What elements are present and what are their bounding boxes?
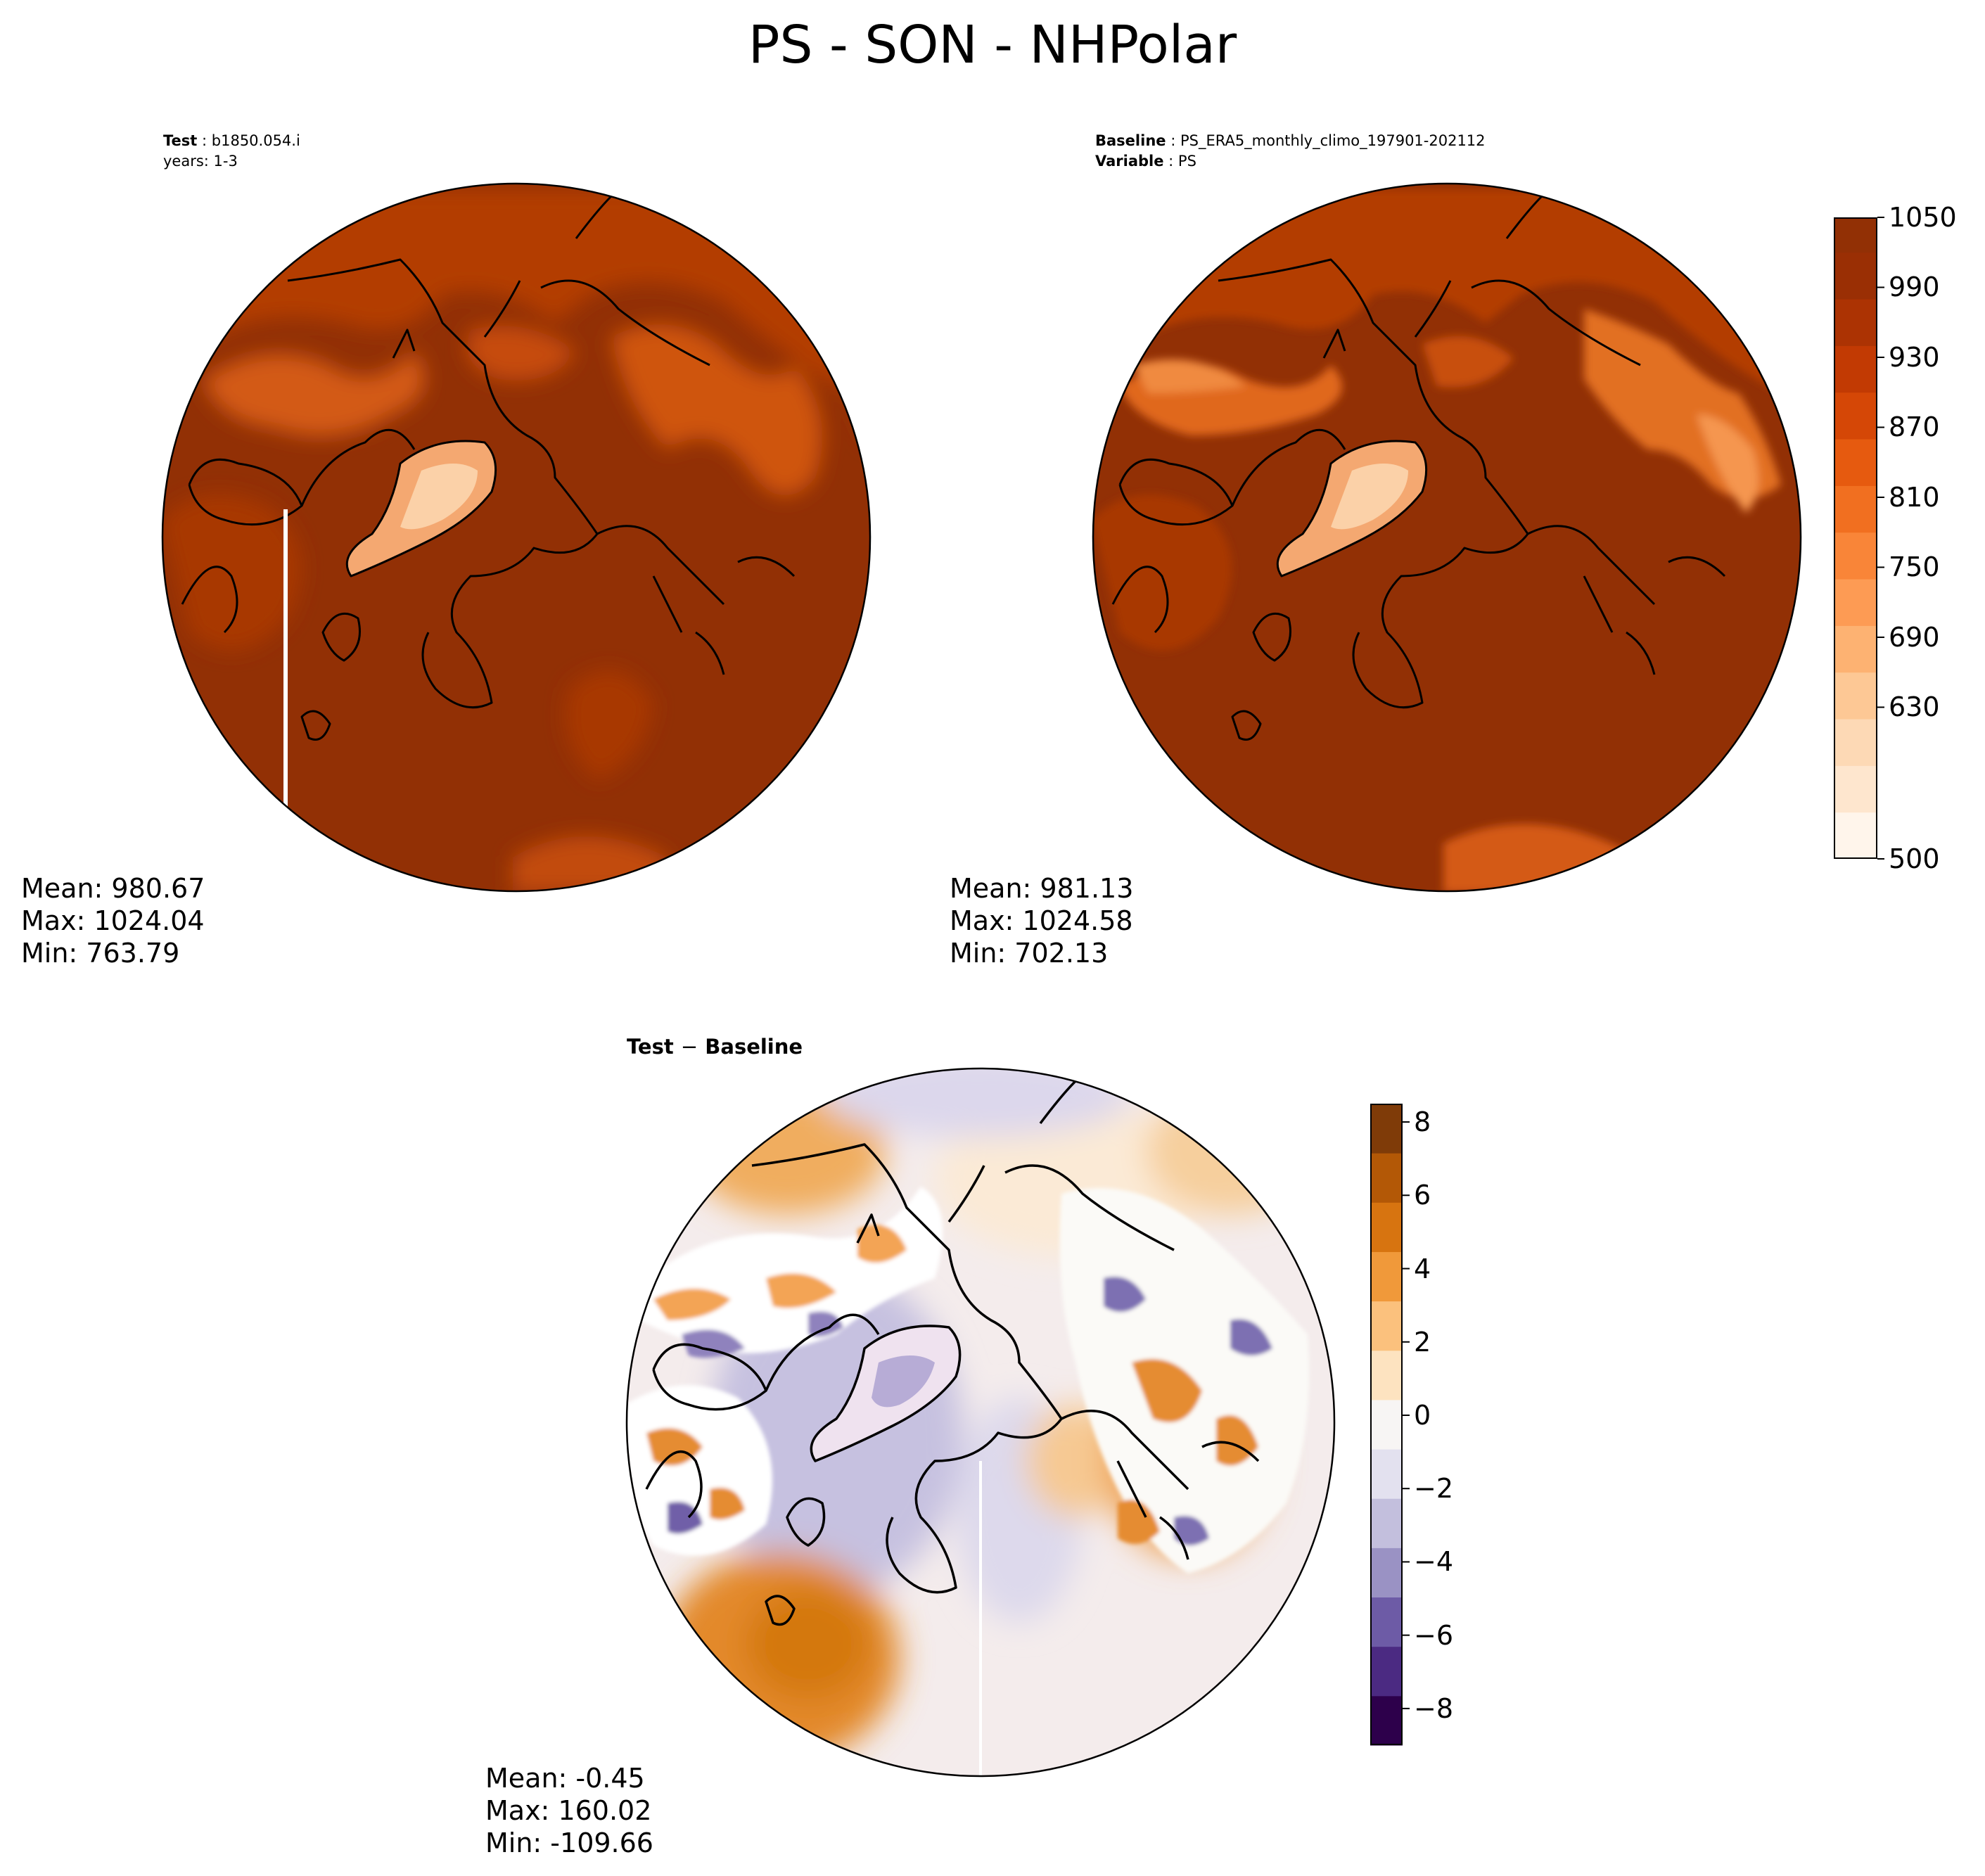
difference-title-op: − xyxy=(680,1035,698,1059)
colorbar-difference-tick-label: 0 xyxy=(1414,1399,1431,1431)
colorbar-difference-band xyxy=(1370,1202,1403,1252)
colorbar-absolute-tick-label: 500 xyxy=(1889,843,1940,874)
colorbar-difference-band xyxy=(1370,1498,1403,1548)
baseline-map xyxy=(1092,182,1802,893)
test-years: years: 1-3 xyxy=(163,153,238,170)
test-land-asia xyxy=(162,189,870,449)
colorbar-difference-tick-label: −4 xyxy=(1414,1546,1454,1578)
colorbar-absolute-band xyxy=(1834,439,1877,486)
difference-stats: Mean: -0.45 Max: 160.02 Min: -109.66 xyxy=(485,1762,653,1859)
colorbar-absolute-band xyxy=(1834,625,1877,673)
colorbar-difference-band xyxy=(1370,1548,1403,1598)
baseline-dataset-name: PS_ERA5_monthly_climo_197901-202112 xyxy=(1180,132,1486,149)
colorbar-difference-band xyxy=(1370,1646,1403,1697)
colorbar-absolute-tick-label: 630 xyxy=(1889,691,1940,723)
colorbar-difference-tick-label: 6 xyxy=(1414,1180,1431,1211)
colorbar-difference xyxy=(1370,1104,1410,1746)
difference-missing-data-strip xyxy=(979,1461,982,1776)
colorbar-difference-band xyxy=(1370,1449,1403,1499)
test-mean: Mean: 980.67 xyxy=(21,873,205,904)
colorbar-difference-tick-label: 4 xyxy=(1414,1253,1431,1284)
test-panel-header: Test : b1850.054.i years: 1-3 xyxy=(163,131,300,172)
colorbar-absolute-band xyxy=(1834,392,1877,440)
colorbar-absolute-tick-label: 810 xyxy=(1889,481,1940,513)
colorbar-absolute-band xyxy=(1834,217,1877,253)
figure-title: PS - SON - NHPolar xyxy=(748,15,1237,75)
colorbar-absolute-band xyxy=(1834,719,1877,766)
colorbar-difference-band xyxy=(1370,1597,1403,1647)
baseline-stats: Mean: 981.13 Max: 1024.58 Min: 702.13 xyxy=(950,872,1133,969)
colorbar-difference-band xyxy=(1370,1251,1403,1302)
test-coastline-greenland xyxy=(345,440,497,578)
difference-map xyxy=(625,1067,1336,1778)
colorbar-absolute-band xyxy=(1834,579,1877,626)
baseline-panel-header: Baseline : PS_ERA5_monthly_climo_197901-… xyxy=(1095,132,1486,170)
colorbar-absolute-band xyxy=(1834,765,1877,813)
colorbar-absolute xyxy=(1834,217,1884,860)
colorbar-absolute-band xyxy=(1834,252,1877,300)
colorbar-difference-frame xyxy=(1370,1104,1403,1745)
baseline-max: Max: 1024.58 xyxy=(950,905,1133,936)
colorbar-absolute-tick-label: 990 xyxy=(1889,272,1940,303)
test-min: Min: 763.79 xyxy=(21,938,180,969)
colorbar-difference-tick-label: 2 xyxy=(1414,1326,1431,1358)
colorbar-absolute-tick-label: 690 xyxy=(1889,621,1940,653)
colorbar-difference-band xyxy=(1370,1350,1403,1400)
colorbar-absolute-band xyxy=(1834,672,1877,720)
test-max: Max: 1024.04 xyxy=(21,905,205,936)
colorbar-difference-band xyxy=(1370,1104,1403,1154)
colorbar-difference-tick-label: −6 xyxy=(1414,1619,1454,1651)
colorbar-absolute-band xyxy=(1834,812,1877,860)
colorbar-absolute-band xyxy=(1834,345,1877,393)
colorbar-absolute-tick-label: 930 xyxy=(1889,341,1940,373)
colorbar-difference-tick-label: 8 xyxy=(1414,1106,1431,1138)
test-label: Test xyxy=(163,132,198,149)
colorbar-absolute-band xyxy=(1834,299,1877,346)
test-map xyxy=(161,182,872,893)
difference-title-right: Baseline xyxy=(705,1035,803,1059)
test-missing-data-strip xyxy=(283,509,288,891)
baseline-label: Baseline xyxy=(1095,132,1166,149)
test-case-name: b1850.054.i xyxy=(211,132,300,149)
difference-max: Max: 160.02 xyxy=(485,1795,652,1826)
test-coastline-americas xyxy=(181,428,416,634)
colorbar-difference-band xyxy=(1370,1695,1403,1746)
colorbar-difference-tick-label: −8 xyxy=(1414,1692,1454,1724)
colorbar-absolute-frame xyxy=(1834,217,1877,859)
colorbar-absolute-tick-label: 750 xyxy=(1889,551,1940,583)
colorbar-difference-band xyxy=(1370,1399,1403,1450)
colorbar-absolute-band xyxy=(1834,485,1877,533)
test-stats: Mean: 980.67 Max: 1024.04 Min: 763.79 xyxy=(21,872,205,969)
difference-min: Min: -109.66 xyxy=(485,1827,653,1858)
colorbar-absolute-tick-label: 1050 xyxy=(1889,202,1957,233)
baseline-min: Min: 702.13 xyxy=(950,938,1109,969)
difference-land-noise-asia xyxy=(639,1187,943,1353)
colorbar-difference-band xyxy=(1370,1301,1403,1351)
test-coastline-eurasia xyxy=(287,258,725,709)
colorbar-absolute-tick-label: 870 xyxy=(1889,411,1940,443)
variable-label: Variable xyxy=(1095,153,1164,170)
variable-name: PS xyxy=(1177,153,1196,170)
colorbar-difference-band xyxy=(1370,1153,1403,1203)
difference-title: Test − Baseline xyxy=(627,1033,803,1061)
difference-mean: Mean: -0.45 xyxy=(485,1763,645,1794)
difference-title-left: Test xyxy=(627,1035,674,1059)
baseline-mean: Mean: 981.13 xyxy=(950,873,1134,904)
colorbar-difference-tick-label: −2 xyxy=(1414,1473,1454,1505)
colorbar-absolute-band xyxy=(1834,532,1877,580)
